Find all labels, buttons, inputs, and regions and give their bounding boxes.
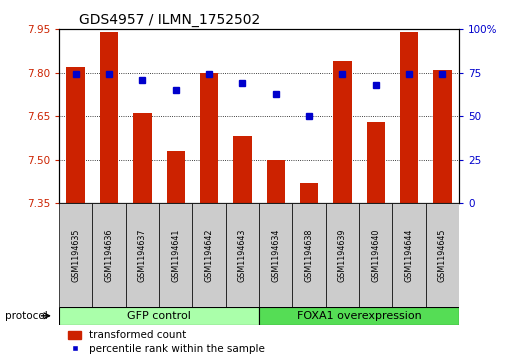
Text: GSM1194638: GSM1194638 bbox=[305, 228, 313, 282]
Bar bbox=[59, 307, 259, 325]
Bar bbox=[326, 203, 359, 307]
Bar bbox=[159, 203, 192, 307]
Text: GSM1194645: GSM1194645 bbox=[438, 228, 447, 282]
Bar bbox=[100, 32, 118, 203]
Bar bbox=[67, 67, 85, 203]
Text: GSM1194643: GSM1194643 bbox=[238, 228, 247, 282]
Bar bbox=[192, 203, 226, 307]
Bar bbox=[433, 70, 451, 203]
Text: GDS4957 / ILMN_1752502: GDS4957 / ILMN_1752502 bbox=[79, 13, 260, 26]
Bar bbox=[400, 32, 418, 203]
Text: GSM1194635: GSM1194635 bbox=[71, 228, 80, 282]
Text: GSM1194642: GSM1194642 bbox=[205, 228, 213, 282]
Bar bbox=[426, 203, 459, 307]
Text: GSM1194640: GSM1194640 bbox=[371, 228, 380, 282]
Text: FOXA1 overexpression: FOXA1 overexpression bbox=[297, 311, 422, 321]
Bar bbox=[92, 203, 126, 307]
Bar bbox=[359, 203, 392, 307]
Text: GSM1194634: GSM1194634 bbox=[271, 228, 280, 282]
Text: GSM1194637: GSM1194637 bbox=[138, 228, 147, 282]
Text: GSM1194644: GSM1194644 bbox=[405, 228, 413, 282]
Bar bbox=[200, 73, 218, 203]
Bar bbox=[333, 61, 351, 203]
Bar bbox=[167, 151, 185, 203]
Bar bbox=[267, 160, 285, 203]
Bar bbox=[392, 203, 426, 307]
Legend: transformed count, percentile rank within the sample: transformed count, percentile rank withi… bbox=[64, 326, 269, 358]
Bar bbox=[133, 113, 151, 203]
Bar bbox=[367, 122, 385, 203]
Bar bbox=[292, 203, 326, 307]
Bar bbox=[300, 183, 318, 203]
Text: GSM1194639: GSM1194639 bbox=[338, 228, 347, 282]
Bar bbox=[126, 203, 159, 307]
Bar bbox=[259, 203, 292, 307]
Text: protocol: protocol bbox=[5, 311, 48, 321]
Bar bbox=[59, 203, 92, 307]
Text: GFP control: GFP control bbox=[127, 311, 191, 321]
Bar bbox=[226, 203, 259, 307]
Text: GSM1194636: GSM1194636 bbox=[105, 228, 113, 282]
Bar bbox=[259, 307, 459, 325]
Text: GSM1194641: GSM1194641 bbox=[171, 228, 180, 282]
Bar bbox=[233, 136, 251, 203]
